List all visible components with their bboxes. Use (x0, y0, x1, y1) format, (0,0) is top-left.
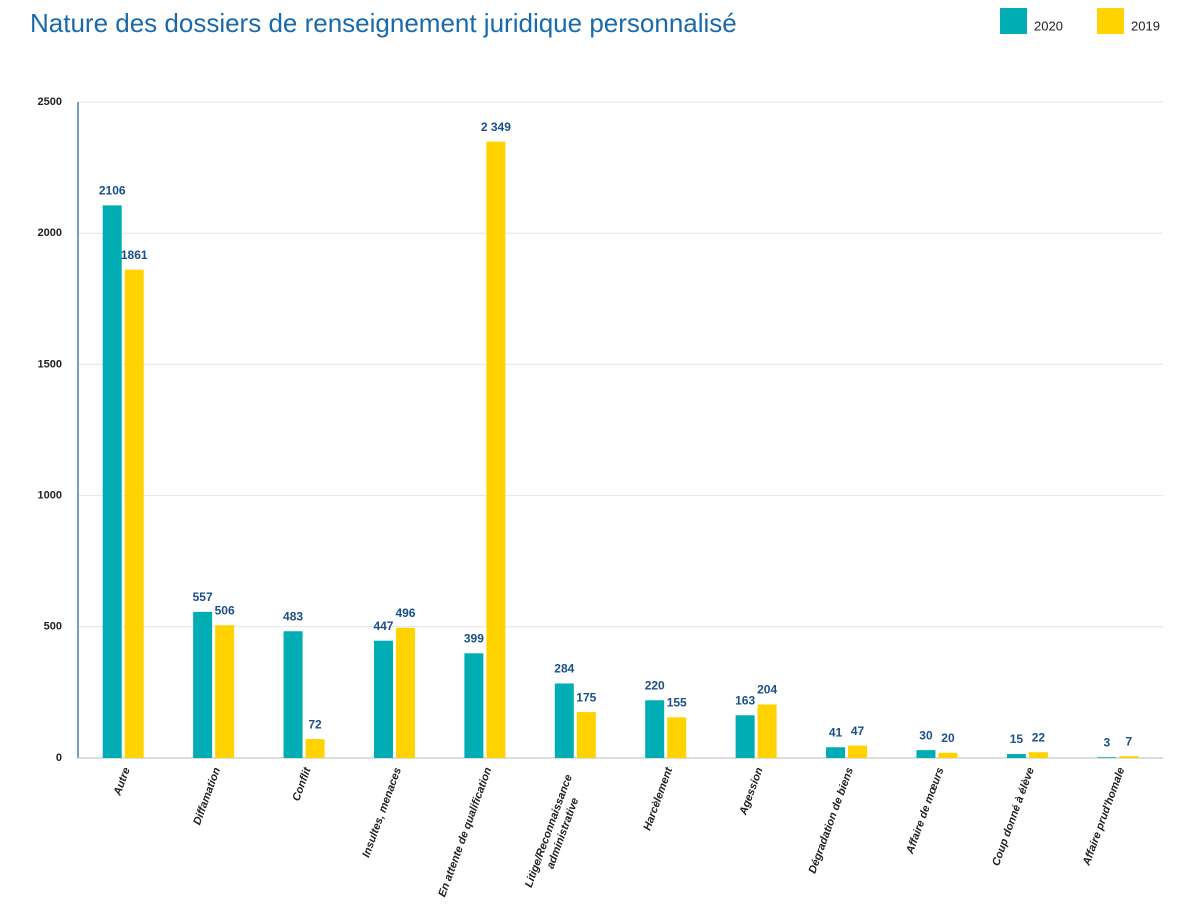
value-label: 47 (851, 724, 865, 738)
legend-label: 2019 (1131, 18, 1160, 33)
bar (193, 611, 213, 758)
bar (1006, 754, 1026, 758)
value-label: 483 (283, 609, 303, 623)
value-label: 506 (215, 603, 235, 617)
bar (1119, 756, 1139, 758)
bar (667, 717, 687, 758)
value-label: 399 (464, 631, 484, 645)
y-tick-label: 2000 (38, 227, 62, 239)
value-label: 204 (757, 683, 777, 697)
bar (735, 715, 755, 758)
x-tick-label: Diffamation (191, 766, 223, 827)
legend-swatch (1097, 8, 1124, 34)
x-tick-label: Affaire prud'homale (1080, 766, 1127, 868)
bar (1028, 752, 1048, 758)
x-tick-label: Dégradation de biens (807, 766, 857, 875)
chart-title: Nature des dossiers de renseignement jur… (30, 8, 737, 38)
value-label: 20 (941, 731, 955, 745)
value-label: 447 (373, 619, 393, 633)
bar (848, 745, 868, 758)
legend-label: 2020 (1034, 18, 1063, 33)
bar (645, 700, 665, 758)
bar (554, 683, 574, 758)
value-label: 220 (645, 678, 665, 692)
bar (757, 704, 777, 758)
bar (1097, 757, 1117, 758)
value-label: 284 (554, 662, 574, 676)
value-label: 163 (735, 693, 755, 707)
bar (486, 141, 506, 758)
x-tick-label: Coup donné à élève (990, 766, 1037, 868)
y-tick-label: 0 (56, 752, 62, 764)
x-tick-label: Harcèlement (641, 765, 675, 832)
value-label: 175 (576, 690, 596, 704)
value-label: 2 349 (481, 120, 511, 134)
x-tick-label: En attente de qualification (436, 766, 494, 899)
value-label: 41 (829, 725, 843, 739)
value-label: 15 (1010, 732, 1024, 746)
y-tick-label: 2500 (38, 96, 62, 108)
x-tick-label: Insultes, menaces (360, 766, 404, 859)
value-label: 496 (395, 606, 415, 620)
value-label: 155 (667, 695, 687, 709)
value-label: 1861 (121, 248, 148, 262)
y-tick-label: 500 (44, 621, 62, 633)
value-label: 3 (1103, 735, 1110, 749)
bar (102, 205, 122, 758)
bar (464, 653, 484, 758)
x-tick-label: Autre (111, 766, 132, 798)
value-label: 30 (919, 728, 933, 742)
y-tick-label: 1000 (38, 490, 62, 502)
value-label: 2106 (99, 184, 126, 198)
value-label: 22 (1032, 730, 1046, 744)
x-tick-label: Conflit (290, 765, 314, 803)
bar (395, 627, 415, 758)
value-label: 72 (308, 717, 322, 731)
x-tick-label: Litige/Reconnaissance administrative (523, 770, 589, 894)
legend-swatch (1000, 8, 1027, 34)
bar (576, 712, 596, 758)
x-tick-label: Affaire de mœurs (904, 766, 947, 856)
bar (373, 640, 393, 758)
bar (938, 752, 958, 758)
bar (215, 625, 235, 758)
bar (826, 747, 846, 758)
x-tick-label: Agession (737, 766, 766, 818)
y-tick-label: 1500 (38, 358, 62, 370)
bar (916, 750, 936, 758)
value-label: 7 (1125, 734, 1132, 748)
bar (305, 739, 325, 758)
bar (124, 269, 144, 758)
value-label: 557 (193, 590, 213, 604)
bar (283, 631, 303, 758)
